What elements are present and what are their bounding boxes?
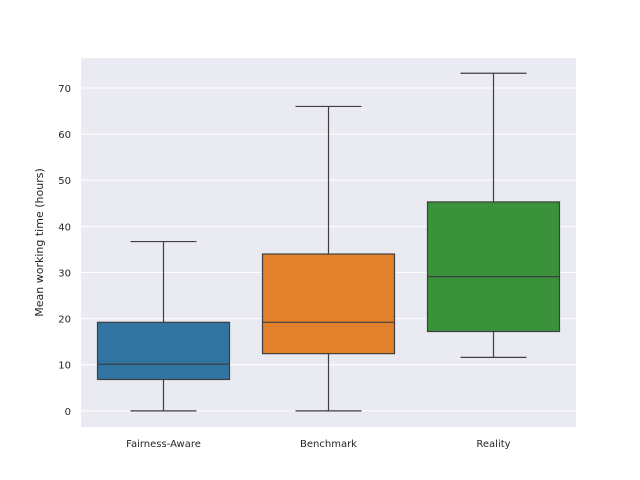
- x-axis-ticks: Fairness-Aware Benchmark Reality: [126, 439, 511, 450]
- x-tick-label: Fairness-Aware: [126, 439, 201, 450]
- box-reality: [426, 72, 561, 358]
- y-tick-label: 40: [58, 222, 71, 233]
- y-tick-label: 30: [58, 268, 71, 279]
- x-tick-label: Benchmark: [300, 439, 357, 450]
- boxes-layer: [96, 72, 561, 412]
- y-tick-label: 50: [58, 176, 71, 187]
- y-axis-ticks: 0 10 20 30 40 50 60 70: [58, 84, 71, 418]
- box-iqr: [261, 253, 396, 355]
- y-axis-label: Mean working time (hours): [33, 168, 46, 316]
- y-tick-label: 10: [58, 361, 71, 372]
- x-tick-label: Reality: [476, 439, 510, 450]
- box-iqr: [426, 201, 561, 333]
- y-tick-label: 60: [58, 130, 71, 141]
- box-iqr: [96, 321, 231, 381]
- box-benchmark: [261, 105, 396, 412]
- y-tick-label: 20: [58, 315, 71, 326]
- box-fairness-aware: [96, 240, 231, 412]
- y-tick-label: 0: [65, 407, 71, 418]
- y-tick-label: 70: [58, 84, 71, 95]
